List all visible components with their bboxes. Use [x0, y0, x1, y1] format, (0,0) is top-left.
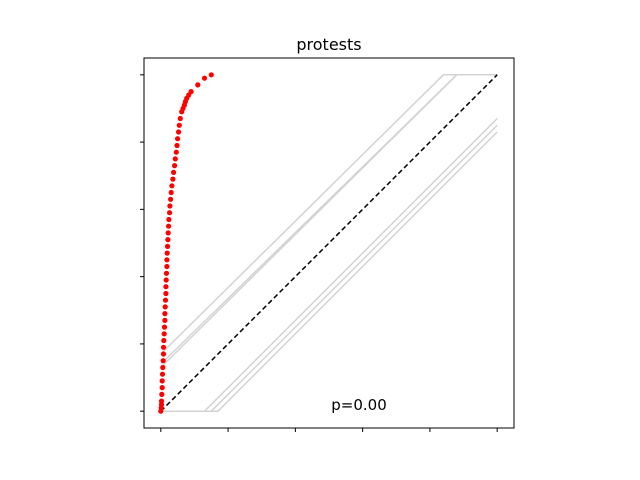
data-point	[162, 297, 169, 303]
data-point	[208, 72, 214, 78]
p-value-annotation: p=0.00	[331, 396, 387, 414]
data-point	[160, 351, 167, 357]
data-point	[161, 337, 167, 344]
data-point	[163, 277, 169, 283]
data-point	[167, 203, 173, 209]
data-point	[173, 149, 179, 155]
data-point	[166, 223, 172, 229]
data-point	[176, 122, 182, 128]
data-point	[160, 364, 166, 371]
data-point	[164, 243, 171, 249]
data-point	[176, 129, 182, 135]
data-point	[165, 237, 171, 243]
data-point	[195, 82, 201, 88]
data-point	[170, 176, 176, 182]
data-point	[201, 75, 208, 81]
data-point	[163, 290, 169, 297]
data-point	[177, 115, 183, 122]
data-point	[168, 189, 174, 196]
data-point	[168, 196, 174, 202]
data-point	[164, 263, 170, 270]
data-point	[164, 257, 170, 263]
data-point	[160, 344, 167, 350]
data-point	[166, 216, 172, 223]
plot-area	[158, 72, 498, 414]
data-point	[159, 391, 165, 397]
data-point	[163, 284, 169, 290]
data-point	[159, 385, 165, 391]
chart-title: protests	[296, 35, 361, 54]
data-point	[164, 250, 170, 256]
data-point	[165, 230, 171, 236]
data-point	[162, 311, 168, 317]
simulation-band-line	[160, 131, 498, 412]
data-point	[159, 378, 165, 384]
simulation-band-line	[160, 74, 498, 369]
data-point	[171, 169, 177, 175]
data-point	[161, 324, 168, 330]
data-point	[158, 398, 165, 404]
data-point	[161, 331, 167, 337]
reference-diagonal-line	[160, 74, 498, 412]
axis-ticks	[140, 74, 498, 432]
data-point	[172, 163, 178, 169]
data-point	[162, 304, 168, 310]
data-point	[169, 183, 175, 189]
data-point	[159, 371, 166, 377]
data-point	[167, 210, 173, 216]
data-point	[160, 358, 166, 364]
data-point	[175, 136, 181, 142]
axes-frame	[143, 57, 515, 429]
data-point	[188, 89, 194, 95]
data-point	[174, 142, 180, 149]
data-point	[162, 317, 168, 323]
data-point	[163, 270, 170, 276]
data-point	[172, 156, 178, 162]
